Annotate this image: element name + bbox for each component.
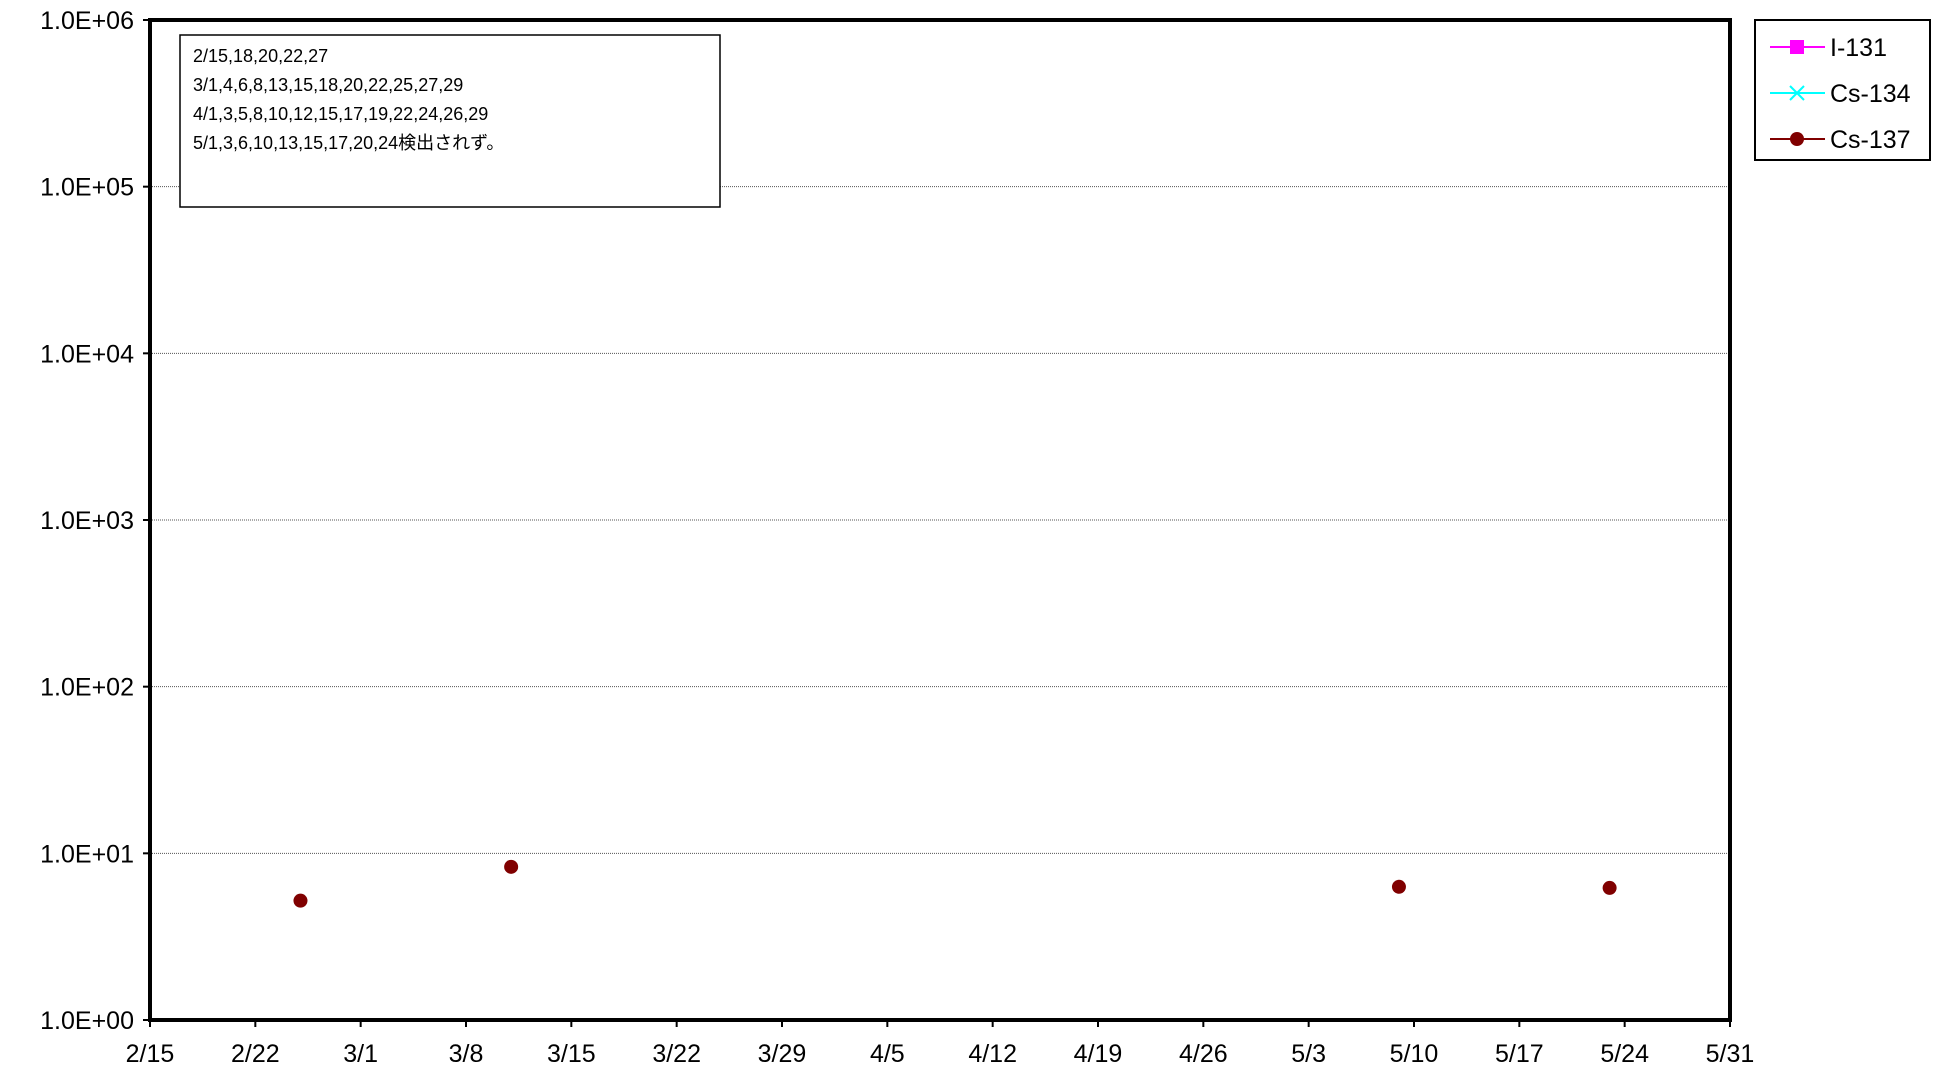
y-tick-label: 1.0E+05 xyxy=(40,174,134,202)
legend-marker xyxy=(1790,132,1804,146)
x-tick-label: 4/5 xyxy=(870,1040,905,1068)
legend-item: I-131 xyxy=(1770,34,1887,62)
legend-frame xyxy=(1754,19,1931,161)
x-tick-label: 2/22 xyxy=(231,1040,280,1068)
data-point-cs-137 xyxy=(1602,880,1617,895)
y-tick-label: 1.0E+06 xyxy=(40,7,134,35)
x-tick-label: 5/31 xyxy=(1706,1040,1755,1068)
x-tick-label: 3/22 xyxy=(652,1040,701,1068)
legend-label: Cs-137 xyxy=(1830,126,1911,154)
legend-label: I-131 xyxy=(1830,34,1887,62)
legend-marker xyxy=(1790,40,1804,54)
legend-label: Cs-134 xyxy=(1830,80,1911,108)
annotation-line-1: 2/15,18,20,22,27 xyxy=(193,46,328,66)
legend-item: Cs-137 xyxy=(1770,126,1911,154)
y-tick-label: 1.0E+00 xyxy=(40,1007,134,1035)
annotation-line-4: 5/1,3,6,10,13,15,17,20,24検出されず。 xyxy=(193,133,504,153)
x-tick-label: 3/15 xyxy=(547,1040,596,1068)
annotation-frame xyxy=(179,34,721,208)
x-tick-label: 3/29 xyxy=(758,1040,807,1068)
data-point-cs-137 xyxy=(293,893,308,908)
legend: I-131 Cs-134 Cs-137 xyxy=(1754,19,1931,161)
x-tick-label: 5/10 xyxy=(1390,1040,1439,1068)
x-axis-tick-labels: 2/15 2/22 3/1 3/8 3/15 3/22 3/29 4/5 4/12 4/19 4/2… xyxy=(126,1020,1755,1068)
x-tick-label: 3/1 xyxy=(343,1040,378,1068)
x-tick-label: 4/19 xyxy=(1074,1040,1123,1068)
y-tick-label: 1.0E+04 xyxy=(40,340,134,368)
x-tick-label: 4/26 xyxy=(1179,1040,1228,1068)
x-tick-label: 4/12 xyxy=(968,1040,1017,1068)
annotation-line-3: 4/1,3,5,8,10,12,15,17,19,22,24,26,29 xyxy=(193,104,488,124)
x-tick-label: 5/17 xyxy=(1495,1040,1544,1068)
legend-items: I-131 Cs-134 Cs-137 xyxy=(1770,34,1911,154)
x-tick-label: 5/3 xyxy=(1291,1040,1326,1068)
y-tick-label: 1.0E+01 xyxy=(40,840,134,868)
x-tick-label: 3/8 xyxy=(449,1040,484,1068)
y-tick-label: 1.0E+03 xyxy=(40,507,134,535)
annotation-line-2: 3/1,4,6,8,13,15,18,20,22,25,27,29 xyxy=(193,75,463,95)
annotation-box: 2/15,18,20,22,27 3/1,4,6,8,13,15,18,20,2… xyxy=(179,34,721,208)
grid-lines xyxy=(150,186,1730,854)
data-point-cs-137 xyxy=(504,859,519,874)
y-axis-tick-labels: 1.0E+00 1.0E+01 1.0E+02 1.0E+03 1.0E+04 1.0E+… xyxy=(40,7,150,1035)
legend-marker xyxy=(1789,85,1805,101)
x-tick-label: 2/15 xyxy=(126,1040,175,1068)
y-tick-label: 1.0E+02 xyxy=(40,674,134,702)
data-point-cs-137 xyxy=(1391,879,1406,894)
x-tick-label: 5/24 xyxy=(1600,1040,1649,1068)
legend-item: Cs-134 xyxy=(1770,80,1911,108)
data-series xyxy=(293,859,1617,908)
